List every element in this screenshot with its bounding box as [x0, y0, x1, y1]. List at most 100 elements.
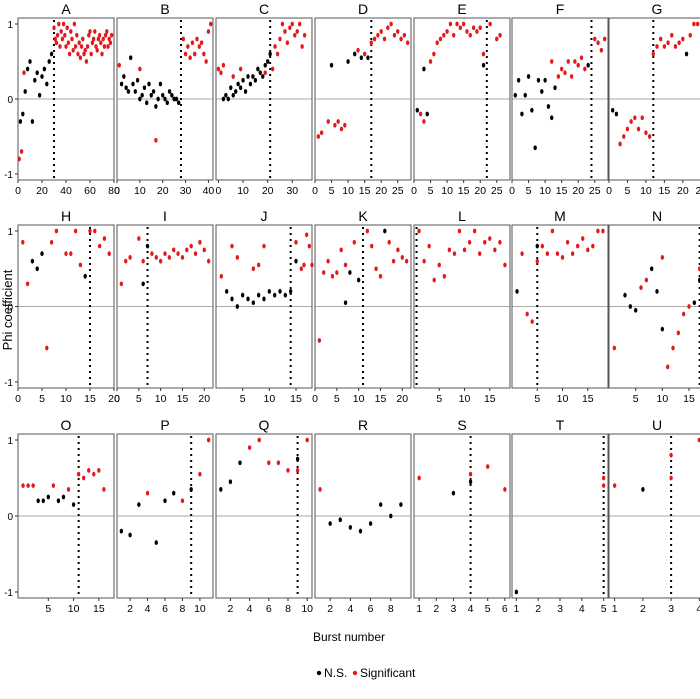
significant-point — [389, 21, 393, 27]
panel-frame — [215, 224, 313, 389]
x-tick-label: 20 — [108, 393, 120, 405]
ns-point — [692, 300, 697, 306]
significant-point — [193, 51, 197, 57]
ns-point — [543, 77, 547, 83]
ns-point — [660, 326, 665, 332]
x-tick-label: 5 — [601, 603, 607, 615]
ns-point — [329, 62, 334, 68]
y-tick-label: -1 — [4, 378, 13, 389]
significant-point — [81, 36, 85, 42]
ns-point — [258, 70, 263, 76]
x-tick-label: 15 — [177, 393, 189, 405]
x-tick-label: 15 — [556, 185, 568, 197]
ns-point — [526, 74, 531, 79]
significant-point — [593, 36, 597, 42]
ns-point — [262, 296, 266, 302]
significant-point — [392, 32, 397, 38]
ns-point — [25, 66, 30, 72]
panel-title: O — [61, 417, 72, 433]
panel-frame — [215, 433, 313, 599]
significant-point — [109, 32, 114, 38]
significant-point — [97, 468, 101, 473]
significant-point — [591, 243, 595, 249]
x-tick-label: 25 — [491, 185, 503, 197]
significant-point — [307, 243, 312, 249]
ns-point — [145, 100, 149, 106]
ns-point — [147, 81, 151, 87]
significant-point — [629, 119, 633, 124]
x-tick-label: 10 — [60, 393, 72, 405]
x-tick-label: 8 — [180, 603, 186, 615]
panel-r: R 2 4 6 8 — [314, 417, 412, 615]
ns-point — [154, 540, 158, 545]
x-tick-label: 8 — [388, 603, 394, 615]
ns-point — [56, 498, 61, 504]
ns-point — [35, 70, 39, 76]
panel-q: Q 2 4 6 8 10 — [215, 417, 313, 615]
significant-point — [596, 40, 600, 46]
significant-point — [640, 115, 644, 121]
significant-point — [69, 251, 73, 257]
ns-point — [124, 85, 128, 91]
significant-point — [73, 44, 78, 49]
significant-point — [622, 134, 626, 139]
x-tick-label: 3 — [451, 603, 457, 615]
significant-point — [458, 25, 463, 31]
x-tick-label: 10 — [640, 185, 652, 197]
ns-point — [219, 487, 223, 492]
ns-point — [145, 243, 150, 249]
significant-point — [183, 51, 188, 57]
significant-point — [379, 29, 383, 34]
panel-title: Q — [259, 417, 270, 433]
significant-point — [575, 243, 580, 249]
panel-m: M 5 10 15 — [511, 208, 609, 405]
x-tick-label: 5 — [534, 393, 540, 405]
significant-point — [202, 247, 206, 253]
x-tick-label: 15 — [458, 185, 470, 197]
ns-point — [248, 81, 253, 87]
significant-point — [356, 47, 360, 53]
significant-point — [105, 29, 109, 34]
ns-point — [41, 498, 45, 504]
panel-i: I 0 5 10 15 20 — [114, 208, 214, 405]
x-tick-label: 2 — [227, 603, 233, 615]
significant-point — [488, 21, 492, 27]
ns-point — [641, 487, 645, 492]
x-tick-label: 2 — [640, 603, 646, 615]
x-tick-label: 1 — [513, 603, 519, 615]
significant-point — [145, 490, 150, 496]
significant-point — [294, 239, 298, 245]
significant-point — [318, 487, 322, 492]
significant-point — [76, 51, 80, 57]
ns-point — [684, 51, 689, 57]
panel-frame — [314, 224, 412, 389]
panel-frame — [215, 17, 313, 181]
ns-point — [389, 513, 393, 519]
x-tick-label: 5 — [428, 185, 434, 197]
significant-point — [58, 44, 62, 49]
panel-c: C 0 10 20 30 — [215, 1, 313, 197]
ns-point — [536, 77, 541, 83]
x-tick-label: 10 — [441, 185, 453, 197]
significant-point — [92, 471, 96, 477]
significant-point — [84, 59, 89, 64]
significant-point — [66, 40, 71, 46]
x-tick-label: 10 — [155, 393, 167, 405]
ns-point — [224, 92, 228, 98]
significant-point — [658, 36, 663, 42]
significant-point — [437, 262, 441, 268]
panel-frame — [511, 224, 609, 389]
significant-point — [91, 36, 96, 42]
ns-point — [523, 92, 527, 98]
panel-title: J — [261, 208, 268, 224]
ns-point — [151, 89, 156, 94]
significant-point — [545, 251, 550, 257]
significant-point — [99, 40, 103, 46]
significant-point — [387, 239, 391, 245]
ns-point — [33, 77, 37, 83]
significant-point — [263, 70, 267, 76]
significant-point — [556, 74, 561, 79]
significant-point — [299, 266, 304, 272]
significant-point — [374, 266, 378, 272]
significant-point — [163, 251, 167, 257]
